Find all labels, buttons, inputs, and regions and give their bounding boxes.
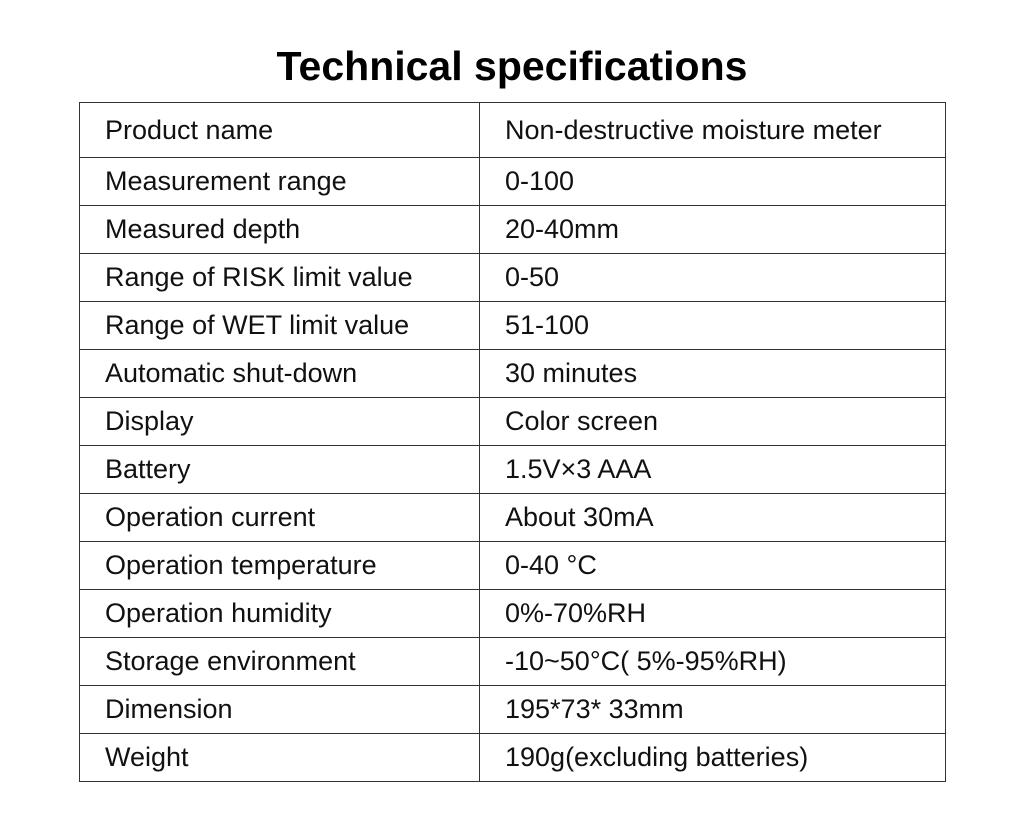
spec-value: 30 minutes [479, 349, 946, 398]
spec-label: Range of WET limit value [79, 301, 480, 350]
table-row: Product name Non-destructive moisture me… [79, 102, 946, 158]
spec-value: 20-40mm [479, 205, 946, 254]
spec-value: 1.5V×3 AAA [479, 445, 946, 494]
spec-label: Measured depth [79, 205, 480, 254]
spec-value: Color screen [479, 397, 946, 446]
table-row: Range of RISK limit value 0-50 [79, 253, 946, 302]
table-row: Automatic shut-down 30 minutes [79, 349, 946, 398]
table-row: Weight 190g(excluding batteries) [79, 733, 946, 782]
table-row: Operation current About 30mA [79, 493, 946, 542]
spec-value: 195*73* 33mm [479, 685, 946, 734]
table-row: Display Color screen [79, 397, 946, 446]
table-row: Operation humidity 0%-70%RH [79, 589, 946, 638]
spec-label: Storage environment [79, 637, 480, 686]
spec-value: 51-100 [479, 301, 946, 350]
table-row: Measurement range 0-100 [79, 157, 946, 206]
spec-label: Weight [79, 733, 480, 782]
spec-value: Non-destructive moisture meter [479, 102, 946, 158]
spec-value: 190g(excluding batteries) [479, 733, 946, 782]
spec-label: Product name [79, 102, 480, 158]
page-title: Technical specifications [276, 43, 748, 89]
spec-label: Measurement range [79, 157, 480, 206]
table-row: Storage environment -10~50°C( 5%-95%RH) [79, 637, 946, 686]
spec-label: Operation current [79, 493, 480, 542]
spec-value: 0-50 [479, 253, 946, 302]
table-row: Measured depth 20-40mm [79, 205, 946, 254]
table-row: Battery 1.5V×3 AAA [79, 445, 946, 494]
table-row: Operation temperature 0-40 °C [79, 541, 946, 590]
spec-value: 0%-70%RH [479, 589, 946, 638]
spec-value: 0-40 °C [479, 541, 946, 590]
spec-label: Display [79, 397, 480, 446]
spec-value: About 30mA [479, 493, 946, 542]
table-row: Range of WET limit value 51-100 [79, 301, 946, 350]
spec-value: -10~50°C( 5%-95%RH) [479, 637, 946, 686]
spec-label: Dimension [79, 685, 480, 734]
table-row: Dimension 195*73* 33mm [79, 685, 946, 734]
spec-label: Operation temperature [79, 541, 480, 590]
specifications-table: Product name Non-destructive moisture me… [79, 102, 946, 782]
spec-label: Range of RISK limit value [79, 253, 480, 302]
spec-value: 0-100 [479, 157, 946, 206]
spec-label: Automatic shut-down [79, 349, 480, 398]
spec-label: Operation humidity [79, 589, 480, 638]
spec-label: Battery [79, 445, 480, 494]
